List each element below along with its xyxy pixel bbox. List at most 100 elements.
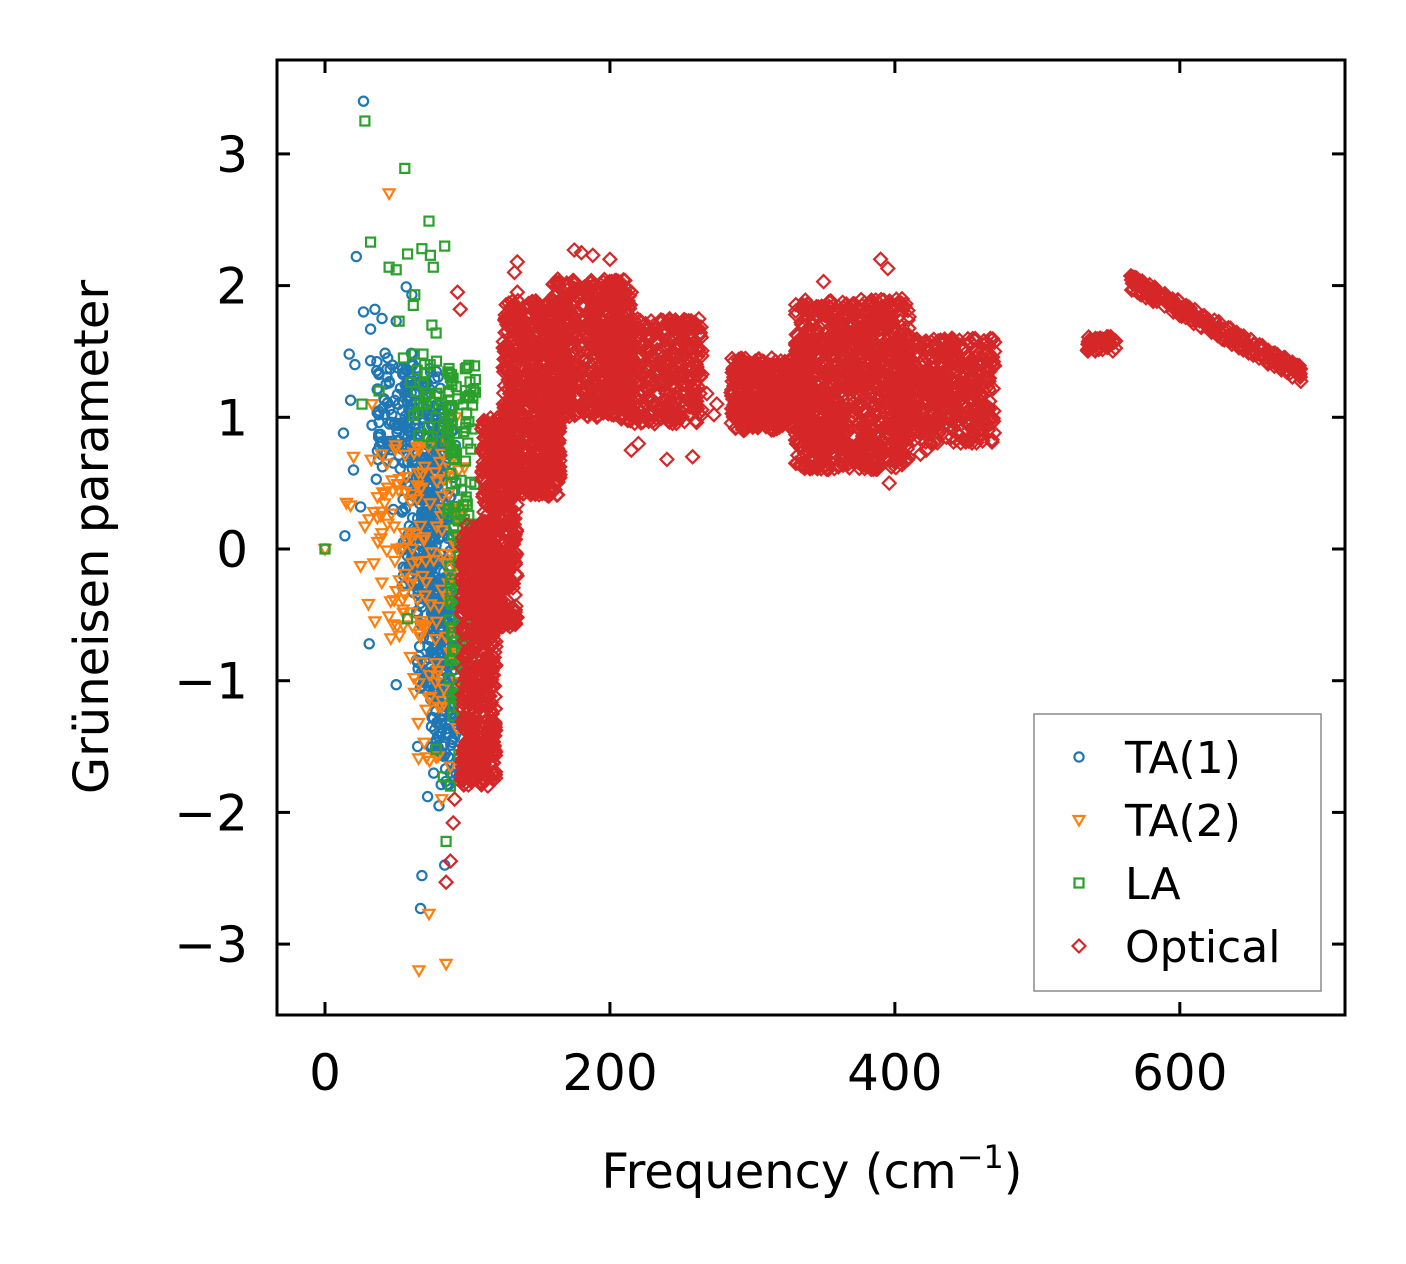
point-optical (647, 386, 664, 403)
point-optical (456, 762, 473, 779)
point-ta2 (387, 555, 403, 569)
point-ta2 (404, 557, 420, 571)
point-optical (661, 394, 678, 411)
point-ta1 (357, 306, 370, 318)
point-la (437, 771, 449, 783)
point-la (447, 643, 459, 655)
point-optical (505, 549, 523, 567)
point-optical (484, 418, 501, 435)
point-ta2 (398, 471, 414, 485)
point-optical (500, 442, 517, 459)
point-ta2 (411, 467, 427, 481)
point-ta2 (374, 577, 390, 591)
point-optical (596, 271, 613, 288)
data-points-layer (317, 95, 1309, 979)
point-optical (584, 278, 601, 295)
point-la (356, 398, 368, 410)
point-optical (551, 423, 568, 440)
point-optical (551, 419, 568, 437)
point-optical (523, 346, 540, 363)
point-optical (460, 527, 477, 544)
point-ta2 (380, 518, 396, 532)
point-optical (723, 415, 740, 432)
point-ta1 (427, 643, 439, 655)
point-la (458, 426, 470, 438)
point-optical (478, 474, 495, 491)
point-ta1 (364, 323, 377, 335)
point-ta2 (346, 451, 361, 465)
point-la (444, 372, 456, 384)
point-la (448, 522, 460, 534)
point-ta2 (409, 594, 425, 607)
point-la (461, 498, 473, 510)
point-optical (642, 391, 659, 408)
point-optical (618, 296, 635, 313)
point-optical (692, 319, 710, 336)
point-ta1 (432, 533, 445, 545)
point-la (433, 390, 445, 402)
point-optical (743, 355, 760, 372)
point-la (464, 389, 476, 402)
point-ta2 (373, 510, 389, 524)
point-optical (554, 291, 571, 309)
point-optical (486, 688, 504, 705)
point-ta2 (434, 525, 450, 538)
point-optical (723, 387, 740, 404)
point-optical (487, 581, 504, 599)
point-optical (500, 449, 517, 467)
point-optical (568, 341, 585, 358)
point-optical (606, 283, 623, 300)
point-ta2 (416, 737, 432, 751)
point-optical (580, 402, 597, 419)
point-optical (496, 406, 513, 423)
point-optical (775, 404, 792, 421)
point-la (445, 585, 457, 598)
point-ta2 (438, 958, 454, 972)
point-optical (754, 364, 771, 381)
point-la (439, 240, 451, 252)
point-optical (566, 273, 583, 290)
point-ta2 (383, 633, 399, 647)
point-ta2 (429, 476, 445, 490)
point-optical (549, 271, 566, 288)
point-ta1 (370, 473, 382, 485)
point-optical (579, 329, 596, 346)
point-optical (549, 457, 566, 474)
point-ta2 (404, 573, 420, 586)
point-ta2 (434, 584, 450, 598)
point-ta1 (366, 419, 378, 431)
point-ta2 (383, 508, 399, 522)
point-ta2 (418, 752, 434, 765)
point-la (416, 243, 428, 255)
point-ta2 (386, 521, 402, 535)
point-optical (500, 380, 517, 397)
point-optical (591, 356, 608, 373)
point-optical (619, 302, 636, 319)
point-optical (551, 394, 568, 412)
point-la (421, 388, 434, 400)
point-ta1 (406, 512, 419, 524)
point-ta2 (370, 492, 385, 505)
point-ta2 (428, 658, 444, 671)
point-optical (639, 379, 656, 396)
point-optical (550, 398, 567, 415)
point-optical (538, 457, 555, 474)
point-la (459, 363, 471, 375)
point-optical (652, 314, 669, 331)
point-optical (611, 311, 628, 328)
point-optical (660, 412, 677, 429)
point-optical (470, 744, 488, 761)
point-optical (467, 703, 484, 720)
point-la (365, 236, 377, 248)
point-ta2 (456, 462, 472, 476)
point-optical (461, 734, 478, 751)
point-ta2 (388, 440, 404, 454)
point-ta2 (436, 548, 452, 562)
point-optical (548, 287, 565, 304)
point-ta2 (431, 601, 447, 615)
point-optical (640, 412, 657, 429)
point-optical (693, 329, 710, 346)
point-ta2 (379, 545, 395, 559)
point-optical (456, 714, 473, 731)
point-optical (674, 343, 691, 360)
